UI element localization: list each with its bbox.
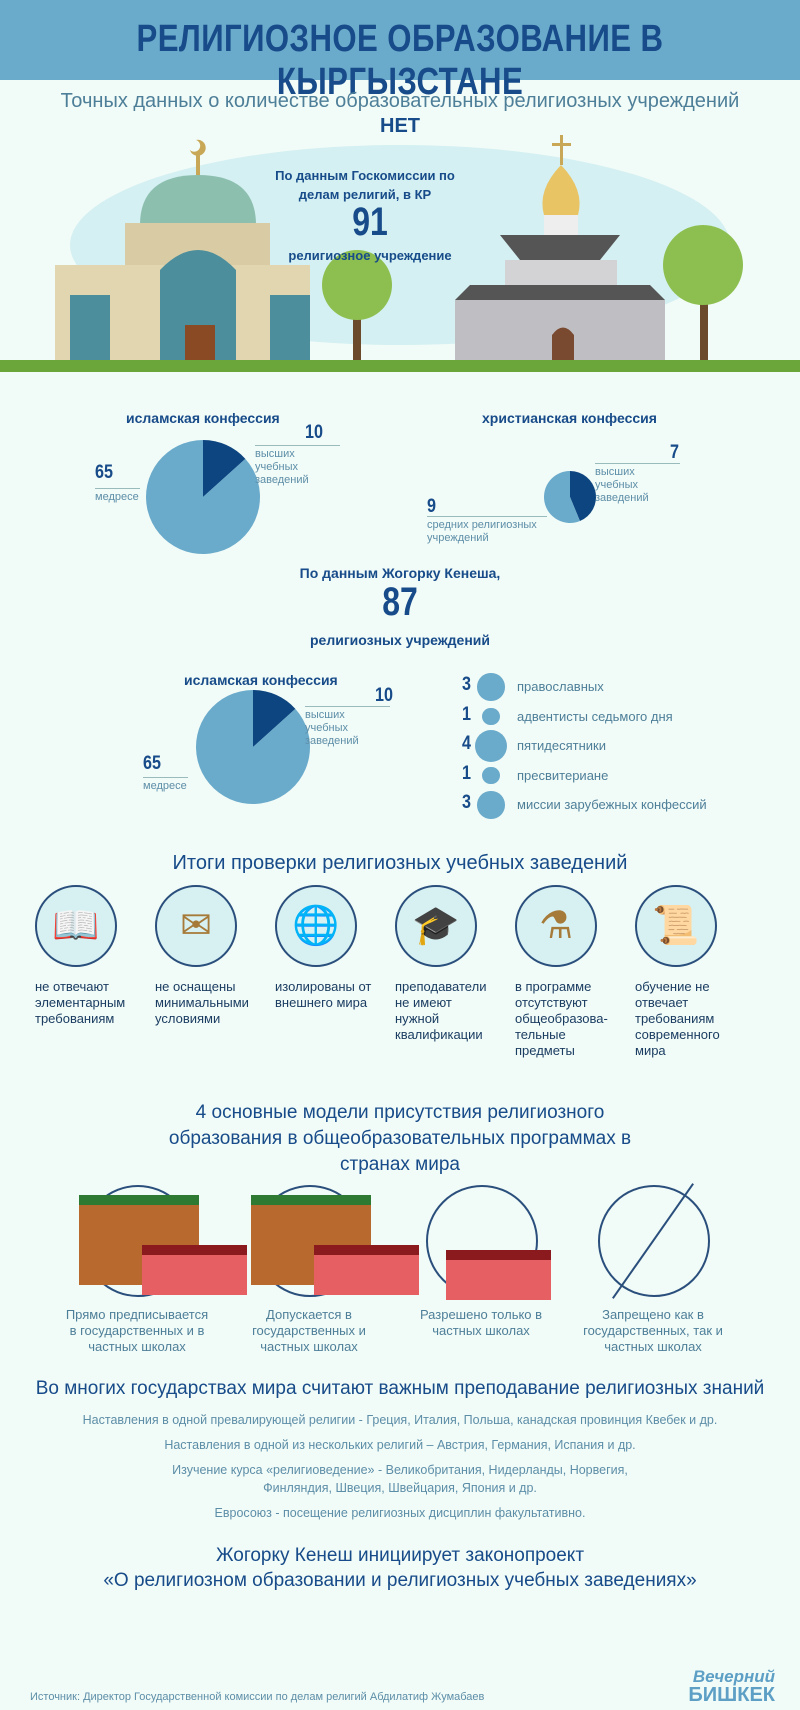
goskom-unit: религиозное учреждение: [288, 248, 452, 263]
pie1-label-madrasa: медресе: [95, 488, 140, 504]
world-line: Наставления в одной из нескольких религи…: [164, 1438, 636, 1452]
denomination-count: 3: [462, 674, 471, 695]
pie3-title: исламская конфессия: [184, 672, 338, 688]
globe-icon: 🌐: [275, 885, 357, 967]
intro-emphasis: НЕТ: [380, 115, 420, 137]
pie3-value-madrasa: 65: [143, 753, 161, 774]
denomination-label: адвентисты седьмого дня: [517, 708, 673, 724]
newspaper-logo: Вечерний БИШКЕК: [655, 1667, 775, 1706]
bill-line2: «О религиозном образовании и религиозных…: [103, 1570, 697, 1591]
church-icon: [455, 135, 665, 365]
model-text: Прямо предписывается в государственных и…: [65, 1307, 209, 1354]
header-band: [0, 0, 800, 80]
pie3-slice-0: [253, 690, 296, 747]
denomination-count: 1: [462, 762, 471, 784]
source-note: Источник: Директор Государственной комис…: [30, 1691, 485, 1703]
scroll-icon: 📜: [635, 885, 717, 967]
result-item: 📖 не отвечают элементарным требованиям: [35, 885, 145, 1027]
result-item: 🎓 преподаватели не имеют нужной квалифик…: [395, 885, 505, 1043]
page-title: РЕЛИГИОЗНОЕ ОБРАЗОВАНИЕ В КЫРГЫЗСТАНЕ: [136, 18, 664, 103]
results-heading: Итоги проверки религиозных учебных завед…: [172, 852, 628, 874]
denomination-item: 4 пятидесятники: [462, 729, 782, 763]
denomination-item: 1 пресвитериане: [462, 762, 782, 787]
result-item: ⚗ в программе отсутствуют общеобразова-т…: [515, 885, 625, 1059]
world-heading: Во многих государствах мира считают важн…: [35, 1378, 765, 1399]
denomination-count: 1: [462, 703, 471, 725]
pie1-slice-0: [203, 440, 246, 497]
private-school-icon: [446, 1250, 551, 1300]
goskom-total: 91: [352, 200, 388, 244]
denomination-bubble: [482, 707, 500, 726]
pie1-label-high: высших учебных заведений: [255, 445, 340, 487]
model-circle: [598, 1185, 710, 1297]
model-text: Запрещено как в государственных, так и ч…: [583, 1307, 723, 1354]
pie3-value-high: 10: [375, 685, 393, 706]
pie1-slice-1: [145, 440, 260, 555]
denomination-label: пятидесятники: [517, 738, 606, 753]
denomination-item: 3 православных: [462, 673, 782, 701]
models-heading: 4 основные модели присутствия религиозно…: [168, 1102, 632, 1175]
denomination-label: пресвитериане: [517, 767, 609, 783]
pie-charts: [145, 440, 597, 805]
pie1-value-madrasa: 65: [95, 462, 113, 483]
denomination-bubble: [482, 766, 500, 785]
result-text: не оснащены минимальными условиями: [155, 979, 249, 1026]
logo-line2: БИШКЕК: [688, 1684, 775, 1706]
pie3-label-madrasa: медресе: [143, 777, 188, 793]
denomination-bubble: [477, 791, 505, 819]
model-text: Разрешено только в частных школах: [419, 1307, 543, 1338]
result-item: 🌐 изолированы от внешнего мира: [275, 885, 385, 1011]
world-line: Финляндия, Швеция, Швейцария, Япония и д…: [263, 1481, 537, 1495]
goskom-source: По данным Госкомиссии по делам религий, …: [275, 168, 455, 202]
pie2-slice-0: [570, 471, 597, 522]
pie1-value-high: 10: [305, 422, 323, 443]
tree-icon: [663, 225, 743, 365]
result-item: 📜 обучение не отвечает требованиям совре…: [635, 885, 745, 1059]
grass: [0, 360, 800, 372]
kenesh-source: По данным Жогорку Кенеша,: [299, 565, 501, 581]
pie3-slice-1: [196, 690, 311, 805]
result-text: в программе отсутствуют общеобразова-тел…: [515, 979, 608, 1058]
pie2-label-high: высших учебных заведений: [595, 463, 680, 505]
result-text: изолированы от внешнего мира: [275, 979, 372, 1010]
private-school-icon: [142, 1245, 247, 1295]
result-text: обучение не отвечает требованиям совреме…: [635, 979, 720, 1058]
world-line: Наставления в одной превалирующей религи…: [82, 1413, 718, 1427]
denomination-label: православных: [517, 679, 604, 694]
kenesh-total: 87: [382, 580, 418, 624]
denomination-bubble: [477, 673, 505, 701]
blackboard-icon: ✉: [155, 885, 237, 967]
denomination-item: 3 миссии зарубежных конфессий: [462, 791, 782, 819]
pie2-label-mid: средних религиозных учреждений: [427, 516, 547, 545]
kenesh-unit: религиозных учреждений: [309, 632, 491, 648]
result-text: преподаватели не имеют нужной квалификац…: [395, 979, 487, 1042]
tree-icon: [322, 250, 392, 365]
denomination-label: миссии зарубежных конфессий: [517, 797, 707, 812]
logo-line1: Вечерний: [692, 1667, 775, 1686]
denomination-count: 4: [462, 733, 471, 754]
denomination-item: 1 адвентисты седьмого дня: [462, 703, 782, 728]
pie2-title: христианская конфессия: [482, 410, 657, 426]
pie3-label-high: высших учебных заведений: [305, 706, 390, 748]
result-text: не отвечают элементарным требованиям: [35, 979, 126, 1026]
intro-line: Точных данных о количестве образовательн…: [60, 90, 740, 112]
private-school-icon: [314, 1245, 419, 1295]
denomination-bubble: [474, 729, 508, 763]
book-icon: 📖: [35, 885, 117, 967]
denomination-count: 3: [462, 792, 471, 813]
model-text: Допускается в государственных и частных …: [252, 1307, 366, 1354]
pie2-value-high: 7: [670, 442, 679, 463]
bill-line1: Жогорку Кенеш инициирует законопроект: [215, 1545, 585, 1566]
flask-icon: ⚗: [515, 885, 597, 967]
pie1-title: исламская конфессия: [126, 410, 280, 426]
buildings-scene: [0, 135, 800, 372]
pie2-value-mid: 9: [427, 496, 436, 517]
graduation-cap-icon: 🎓: [395, 885, 477, 967]
pie2-slice-1: [544, 471, 580, 523]
world-line: Изучение курса «религиоведение» - Велико…: [172, 1463, 628, 1477]
mosque-icon: [55, 139, 310, 363]
result-item: ✉ не оснащены минимальными условиями: [155, 885, 265, 1027]
world-line: Евросоюз - посещение религиозных дисципл…: [214, 1506, 586, 1520]
